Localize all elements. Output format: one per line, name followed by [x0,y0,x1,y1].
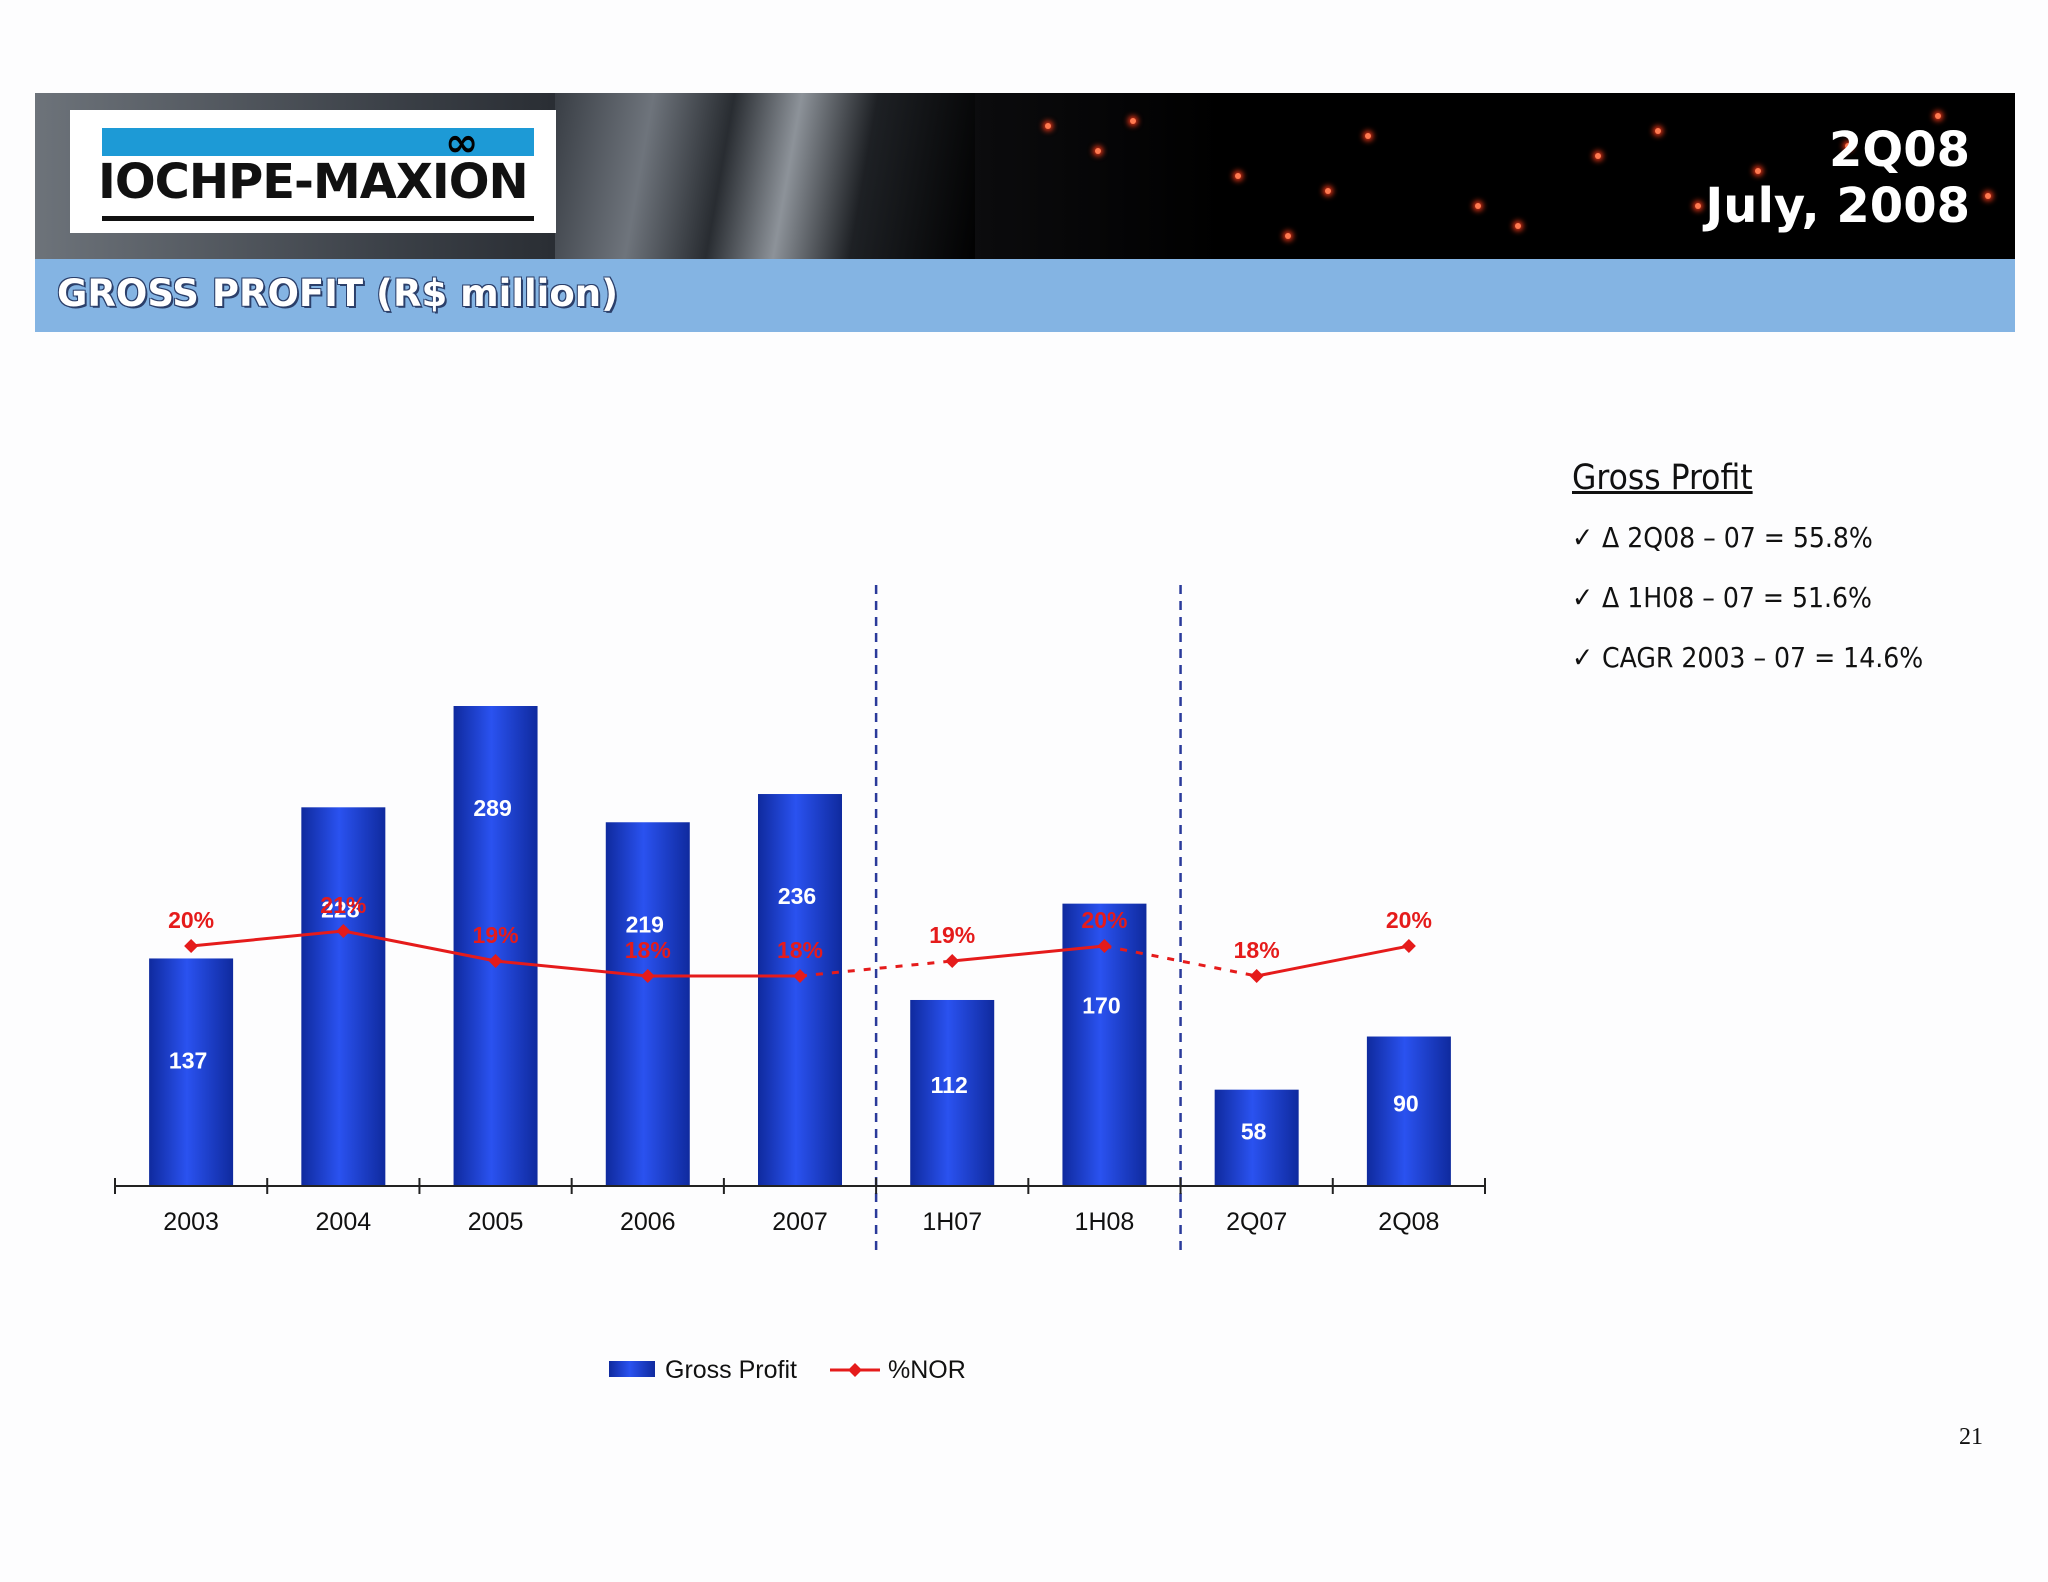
bar-value-label: 137 [169,1047,207,1073]
banner-spark [1655,128,1661,134]
nor-line-segment [495,959,648,978]
logo-blue-bar [102,128,534,156]
banner-spark [1845,143,1851,149]
side-item-text: Δ 1H08 – 07 = 51.6% [1602,581,1872,614]
logo-infinity-icon: ∞ [445,120,479,166]
checkmark-icon: ✓ [1572,641,1594,674]
bar-value-label: 112 [931,1072,968,1098]
checkmark-icon: ✓ [1572,581,1594,614]
nor-value-label: 19% [929,922,975,948]
nor-value-label: 21% [320,892,366,918]
side-item-text: Δ 2Q08 – 07 = 55.8% [1602,521,1873,554]
side-item: ✓ Δ 2Q08 – 07 = 55.8% [1572,518,2012,578]
logo-text: IOCHPE-MAXION [98,154,529,210]
bar-2005 [453,706,538,1186]
report-period: 2Q08 July, 2008 [1705,122,1970,234]
nor-point [945,954,960,968]
bar-2Q08 [1366,1036,1451,1186]
x-tick-label: 1H07 [922,1208,982,1236]
banner-spark [1595,153,1601,159]
bar-value-label: 228 [321,896,360,922]
bar-2007 [758,794,842,1186]
bar-value-label: 90 [1393,1090,1419,1116]
bar-value-label: 170 [1082,993,1120,1019]
x-tick-label: 1H08 [1075,1208,1135,1236]
banner-spark [1475,203,1481,209]
x-tick-label: 2004 [316,1208,372,1236]
banner-spark [1755,168,1761,174]
nor-point [184,939,199,953]
legend-swatch-gross-profit [609,1361,655,1377]
banner-spark [1985,193,1991,199]
side-item-text: CAGR 2003 – 07 = 14.6% [1602,641,1924,674]
x-tick-label: 2Q07 [1226,1208,1287,1236]
bar-2Q07 [1214,1089,1299,1186]
bars-layer: 137 228 289 219 236 112 170 58 90 [149,706,1451,1186]
period-date: July, 2008 [1705,178,1970,234]
title-bar [35,259,2015,332]
legend-marker-nor [848,1363,862,1377]
nor-line-segment [952,944,1105,963]
banner-spark [1130,118,1136,124]
nor-value-label: 19% [473,922,519,948]
nor-line-segment [1256,944,1410,978]
nor-value-label: 18% [1234,937,1280,963]
banner-spark [1515,223,1521,229]
side-item: ✓ CAGR 2003 – 07 = 14.6% [1572,638,2012,698]
bar-2004 [301,807,386,1186]
banner-spark [1695,203,1701,209]
side-panel-heading: Gross Profit [1572,458,1753,498]
period-quarter: 2Q08 [1829,122,1970,178]
banner-spark [1045,123,1051,129]
bar-value-label: 58 [1241,1119,1267,1145]
side-panel: Gross Profit ✓ Δ 2Q08 – 07 = 55.8% ✓ Δ 1H0… [1572,458,2012,698]
bar-value-label: 219 [626,911,664,937]
nor-point [1097,939,1112,953]
nor-line-segment [343,929,496,963]
nor-point [640,969,655,983]
nor-point [1401,939,1416,953]
bar-value-label: 236 [778,883,816,909]
nor-point [1249,969,1264,983]
nor-line-segment [1104,944,1257,978]
x-axis: 2003 2004 2005 2006 2007 1H07 1H08 2Q07 2Q08 [114,1178,1486,1236]
nor-point [793,969,807,983]
x-tick-label: 2Q08 [1378,1208,1439,1236]
x-tick-label: 2007 [772,1208,828,1236]
page-number: 21 [1959,1424,1983,1450]
banner-spark [1235,173,1241,179]
banner-spark [1285,233,1291,239]
bar-value-label: 289 [473,795,511,821]
legend-label-nor: %NOR [888,1356,966,1384]
banner-spark [1365,133,1371,139]
bar-1H07 [910,999,995,1186]
nor-line-layer: 20% 21% 19% 18% 18% 19% 20% 18% 20% [168,892,1432,983]
nor-line-segment [190,929,344,948]
x-tick-label: 2005 [468,1208,524,1236]
chart-legend: Gross Profit %NOR [609,1356,966,1384]
logo-underline [102,216,534,221]
bar-2006 [605,822,690,1186]
nor-value-label: 18% [625,937,671,963]
nor-value-label: 18% [777,937,823,963]
side-item: ✓ Δ 1H08 – 07 = 51.6% [1572,578,2012,638]
legend-label-gross-profit: Gross Profit [665,1356,797,1384]
company-logo: ∞ IOCHPE-MAXION [70,110,556,233]
bar-2003 [149,958,234,1186]
slide-title: GROSS PROFIT (R$ million) [57,272,619,315]
nor-point [336,924,351,938]
nor-value-label: 20% [1081,907,1127,933]
x-tick-label: 2006 [620,1208,676,1236]
nor-value-label: 20% [168,907,214,933]
banner-spark [1935,113,1941,119]
banner-spark [1325,188,1331,194]
checkmark-icon: ✓ [1572,521,1594,554]
nor-value-label: 20% [1386,907,1432,933]
banner-machinery-image [555,93,975,259]
x-tick-label: 2003 [163,1208,219,1236]
nor-point [488,954,503,968]
banner-spark [1095,148,1101,154]
